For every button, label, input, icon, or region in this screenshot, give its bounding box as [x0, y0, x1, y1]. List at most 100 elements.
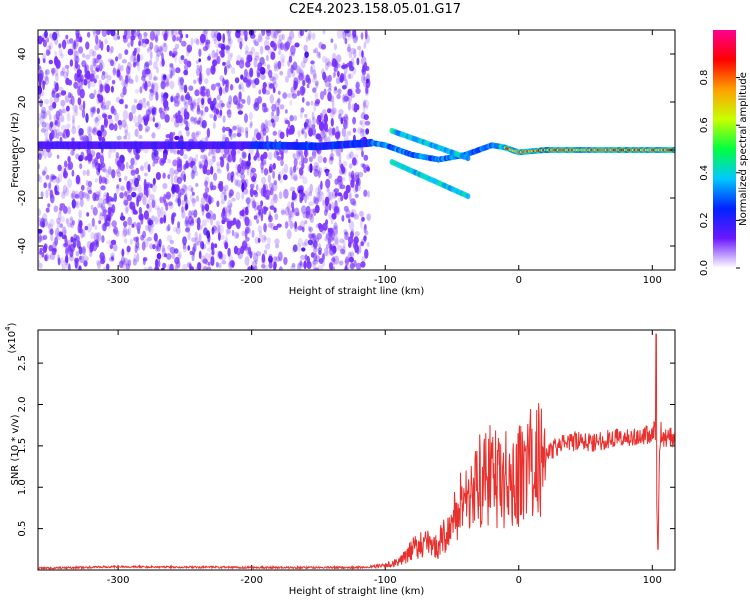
heatmap-cell [302, 226, 305, 233]
heatmap-cell [147, 80, 152, 88]
heatmap-cell [96, 240, 99, 248]
heatmap-cell [147, 46, 153, 52]
heatmap-cell [313, 104, 317, 112]
heatmap-cell [129, 238, 133, 245]
heatmap-cell [290, 86, 295, 93]
heatmap-cell [101, 235, 105, 243]
heatmap-cell [65, 254, 69, 264]
heatmap-cell [172, 131, 176, 136]
heatmap-cell [65, 186, 69, 197]
heatmap-cell [190, 116, 196, 124]
heatmap-cell [104, 213, 108, 223]
colorbar-tick-label: 0.4 [699, 165, 710, 181]
heatmap-cell [52, 241, 57, 250]
heatmap-cell [42, 170, 46, 176]
heatmap-cell [277, 129, 282, 139]
heatmap-cell [96, 232, 102, 242]
heatmap-cell [55, 227, 60, 238]
heatmap-cell [363, 99, 367, 108]
heatmap-cell [44, 98, 49, 105]
heatmap-cell [81, 246, 86, 256]
heatmap-cell [107, 114, 113, 120]
heatmap-cell [125, 65, 131, 75]
heatmap-cell [223, 189, 227, 197]
heatmap-cell [281, 58, 285, 67]
heatmap-cell [254, 77, 260, 86]
heatmap-cell [357, 45, 361, 51]
heatmap-cell [290, 45, 296, 55]
heatmap-cell [86, 169, 90, 177]
heatmap-cell [120, 249, 126, 256]
heatmap-cell [80, 105, 85, 112]
heatmap-cell [184, 101, 189, 111]
heatmap-cell [268, 211, 272, 221]
heatmap-cell [57, 254, 61, 261]
heatmap-cell [44, 69, 48, 76]
heatmap-cell [272, 162, 276, 170]
heatmap-cell [298, 149, 304, 156]
heatmap-cell [205, 136, 209, 142]
heatmap-cell [314, 92, 318, 100]
heatmap-cell [271, 109, 275, 117]
heatmap-cell [101, 73, 106, 81]
heatmap-cell [98, 62, 103, 72]
heatmap-cell [296, 242, 302, 253]
heatmap-cell [191, 210, 195, 216]
heatmap-cell [182, 243, 187, 250]
heatmap-cell [325, 57, 330, 66]
heatmap-cell [287, 210, 293, 216]
heatmap-cell [312, 87, 317, 93]
heatmap-cell [279, 104, 285, 110]
heatmap-cell [116, 171, 122, 178]
heatmap-cell [247, 266, 253, 270]
heatmap-cell [110, 46, 114, 54]
heatmap-cell [354, 193, 359, 198]
heatmap-cell [163, 200, 168, 206]
heatmap-cell [138, 123, 143, 132]
heatmap-cell [141, 241, 146, 251]
heatmap-cell [237, 126, 242, 134]
heatmap-cell [111, 220, 117, 228]
heatmap-cell [240, 30, 244, 37]
heatmap-cell [92, 127, 98, 136]
heatmap-cell [69, 59, 74, 67]
heatmap-cell [361, 73, 366, 84]
heatmap-cell [325, 248, 330, 257]
heatmap-cell [328, 82, 332, 90]
heatmap-cell [346, 46, 351, 53]
heatmap-cell [353, 172, 357, 182]
heatmap-cell [57, 92, 62, 97]
heatmap-cell [101, 30, 108, 37]
heatmap-cell [160, 267, 165, 270]
heatmap-cell [163, 153, 167, 161]
heatmap-cell [198, 58, 201, 63]
heatmap-cell [72, 114, 75, 124]
heatmap-cell [257, 225, 262, 233]
heatmap-cell [358, 244, 362, 254]
heatmap-cell [94, 224, 98, 230]
heatmap-cell [62, 184, 68, 194]
heatmap-cell [93, 60, 97, 70]
heatmap-cell [221, 253, 226, 261]
heatmap-cell [87, 180, 92, 188]
heatmap-cell [360, 56, 367, 66]
heatmap-cell [219, 156, 224, 161]
heatmap-cell [82, 100, 86, 111]
heatmap-cell [142, 38, 146, 44]
heatmap-cell [155, 91, 159, 101]
heatmap-cell [115, 168, 119, 175]
heatmap-cell [38, 57, 41, 65]
heatmap-cell [151, 109, 156, 118]
heatmap-cell [106, 240, 112, 245]
heatmap-cell [159, 45, 163, 52]
heatmap-cell [194, 89, 200, 97]
heatmap-cell [337, 113, 342, 120]
heatmap-cell [253, 215, 258, 220]
heatmap-cell [350, 231, 354, 239]
heatmap-cell [123, 36, 127, 44]
heatmap-cell [348, 191, 352, 201]
heatmap-cell [306, 187, 312, 195]
heatmap-cell [101, 129, 107, 138]
heatmap-cell [186, 49, 190, 57]
heatmap-cell [355, 35, 359, 41]
